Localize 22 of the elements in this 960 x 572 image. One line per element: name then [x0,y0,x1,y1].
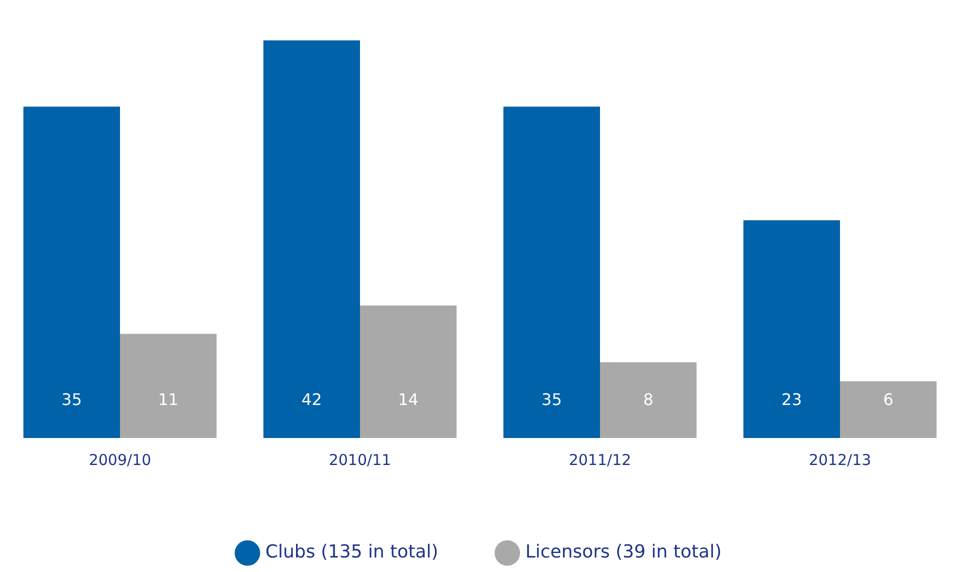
legend-label: Licensors (39 in total) [525,542,722,563]
data-label: 42 [302,390,322,410]
bar [23,106,120,438]
data-label: 8 [643,390,654,410]
bar [503,106,600,438]
x-tick-label: 2012/13 [808,450,872,469]
x-tick-label: 2009/10 [88,450,152,469]
bar [743,220,840,438]
data-label: 23 [782,390,802,410]
data-label: 11 [158,390,178,410]
bar [840,381,937,438]
data-label: 35 [542,390,562,410]
data-label: 35 [62,390,82,410]
bar [600,362,697,438]
x-tick-label: 2010/11 [328,450,392,469]
x-tick-label: 2011/12 [568,450,632,469]
bar [360,305,457,438]
bar [263,40,360,438]
data-label: 6 [883,390,894,410]
bar [120,334,217,438]
data-label: 14 [398,390,418,410]
legend-label: Clubs (135 in total) [265,542,438,563]
